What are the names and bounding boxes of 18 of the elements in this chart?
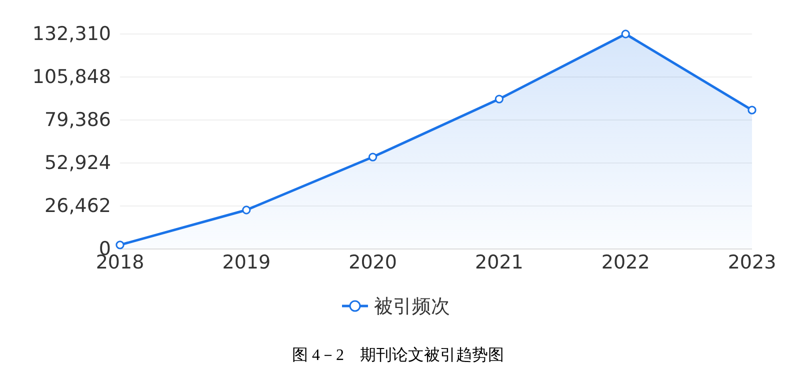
x-tick-label: 2022 xyxy=(601,251,650,274)
point xyxy=(242,206,251,214)
legend-label: 被引频次 xyxy=(374,296,450,318)
x-tick-label: 2021 xyxy=(475,251,524,274)
y-tick-label: 132,310 xyxy=(32,23,111,46)
x-tick-label: 2023 xyxy=(728,251,776,274)
y-tick-label: 105,848 xyxy=(32,66,111,88)
point xyxy=(621,30,630,38)
y-tick-label: 52,924 xyxy=(44,152,111,174)
point xyxy=(748,106,756,114)
point xyxy=(368,152,378,162)
point xyxy=(494,94,504,104)
x-tick-label: 2020 xyxy=(348,251,397,274)
y-tick-label: 79,386 xyxy=(44,109,111,132)
y-tick-label: 26,462 xyxy=(44,195,111,218)
caption: 图 4－2 期刊论文被引趋势图 xyxy=(292,346,504,364)
x-tick-label: 2019 xyxy=(222,251,271,274)
point xyxy=(116,240,124,250)
